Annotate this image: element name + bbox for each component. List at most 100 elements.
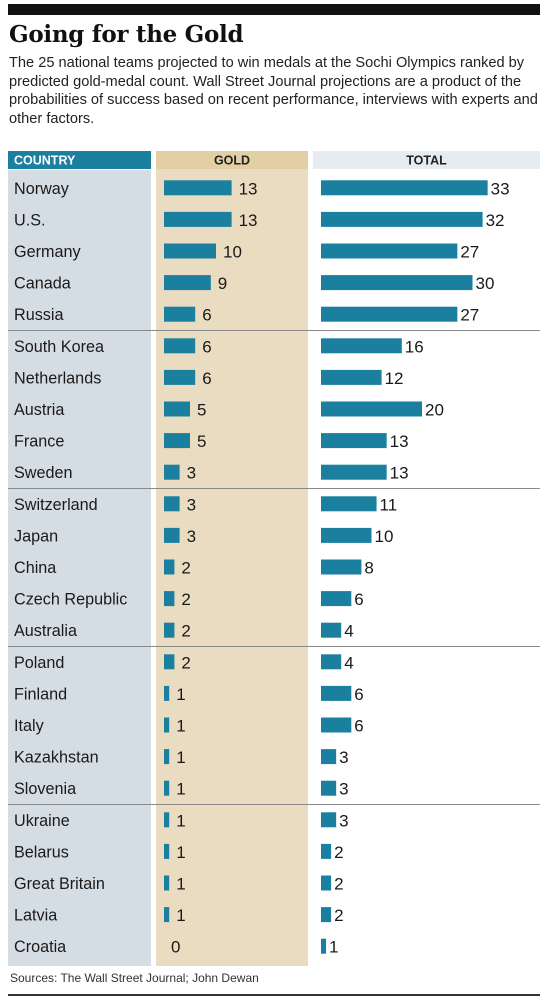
- gold-value-label: 0: [171, 938, 180, 957]
- total-bar: [321, 369, 382, 385]
- total-bar: [321, 306, 458, 322]
- country-label: Poland: [14, 654, 64, 672]
- total-header-bg: [313, 151, 540, 169]
- gold-bar: [164, 749, 170, 765]
- gold-bar: [164, 306, 196, 322]
- country-label: Great Britain: [14, 875, 105, 893]
- total-bar: [321, 654, 342, 670]
- gold-bar: [164, 843, 170, 859]
- total-value-label: 1: [329, 938, 338, 957]
- total-bar: [321, 717, 352, 733]
- gold-value-label: 1: [176, 811, 185, 830]
- country-column-bg: [8, 170, 151, 966]
- country-header-bg: [8, 151, 151, 169]
- gold-value-label: 6: [202, 337, 211, 356]
- total-bar: [321, 780, 337, 796]
- country-label: Canada: [14, 275, 71, 293]
- total-bar: [321, 527, 372, 543]
- gold-bar: [164, 338, 196, 354]
- gold-value-label: 1: [176, 717, 185, 736]
- total-bar: [321, 559, 362, 575]
- gold-value-label: 1: [176, 748, 185, 767]
- country-label: South Korea: [14, 338, 104, 356]
- gold-bar: [164, 559, 175, 575]
- total-value-label: 2: [334, 875, 343, 894]
- gold-value-label: 6: [202, 369, 211, 388]
- top-rule: [8, 4, 540, 15]
- gold-bar: [164, 527, 180, 543]
- gold-value-label: 1: [176, 780, 185, 799]
- country-label: Japan: [14, 527, 58, 545]
- total-value-label: 2: [334, 843, 343, 862]
- total-value-label: 6: [354, 590, 363, 609]
- gold-bar: [164, 780, 170, 796]
- gold-value-label: 1: [176, 875, 185, 894]
- total-value-label: 32: [486, 211, 505, 230]
- gold-value-label: 1: [176, 843, 185, 862]
- gold-value-label: 1: [176, 906, 185, 925]
- total-bar: [321, 180, 488, 196]
- total-bar: [321, 496, 377, 512]
- gold-value-label: 5: [197, 401, 206, 420]
- country-label: U.S.: [14, 211, 45, 229]
- country-label: Ukraine: [14, 812, 70, 830]
- gold-bar: [164, 211, 232, 227]
- gold-value-label: 3: [187, 527, 196, 546]
- gold-value-label: 13: [239, 211, 258, 230]
- country-label: Czech Republic: [14, 591, 127, 609]
- gold-value-label: 3: [187, 495, 196, 514]
- total-bar: [321, 338, 402, 354]
- country-header: COUNTRY: [14, 154, 76, 168]
- gold-bar: [164, 654, 175, 670]
- gold-bar: [164, 275, 211, 291]
- total-bar: [321, 243, 458, 259]
- gold-value-label: 2: [181, 590, 190, 609]
- gold-value-label: 13: [239, 179, 258, 198]
- country-label: France: [14, 433, 64, 451]
- total-value-label: 3: [339, 780, 348, 799]
- total-value-label: 10: [375, 527, 394, 546]
- gold-value-label: 9: [218, 274, 227, 293]
- gold-bar: [164, 591, 175, 607]
- gold-header: GOLD: [214, 154, 250, 168]
- gold-bar: [164, 243, 216, 259]
- gold-bar: [164, 369, 196, 385]
- bottom-rule: [8, 994, 540, 996]
- total-bar: [321, 591, 352, 607]
- country-label: Sweden: [14, 464, 73, 482]
- source-note: Sources: The Wall Street Journal; John D…: [10, 971, 259, 985]
- country-label: Norway: [14, 180, 70, 198]
- gold-value-label: 5: [197, 432, 206, 451]
- total-value-label: 3: [339, 748, 348, 767]
- total-value-label: 27: [460, 306, 479, 325]
- country-label: Switzerland: [14, 496, 98, 514]
- total-bar: [321, 401, 422, 417]
- gold-bar: [164, 622, 175, 638]
- gold-bar: [164, 717, 170, 733]
- total-value-label: 6: [354, 685, 363, 704]
- total-value-label: 4: [344, 653, 353, 672]
- total-value-label: 6: [354, 717, 363, 736]
- gold-bar: [164, 496, 180, 512]
- country-label: Netherlands: [14, 369, 101, 387]
- gold-value-label: 2: [181, 622, 190, 641]
- gold-value-label: 10: [223, 243, 242, 262]
- country-label: Finland: [14, 685, 67, 703]
- total-value-label: 30: [476, 274, 495, 293]
- total-bar: [321, 464, 387, 480]
- total-bar: [321, 843, 332, 859]
- gold-bar: [164, 180, 232, 196]
- total-value-label: 20: [425, 401, 444, 420]
- gold-header-bg: [156, 151, 308, 169]
- total-value-label: 27: [460, 243, 479, 262]
- total-bar: [321, 907, 332, 923]
- chart-subtitle: The 25 national teams projected to win m…: [9, 55, 538, 127]
- total-value-label: 13: [390, 464, 409, 483]
- total-header: TOTAL: [406, 154, 447, 168]
- gold-value-label: 2: [181, 559, 190, 578]
- gold-bar: [164, 433, 190, 449]
- total-value-label: 4: [344, 622, 353, 641]
- chart-title: Going for the Gold: [9, 21, 244, 48]
- gold-bar: [164, 464, 180, 480]
